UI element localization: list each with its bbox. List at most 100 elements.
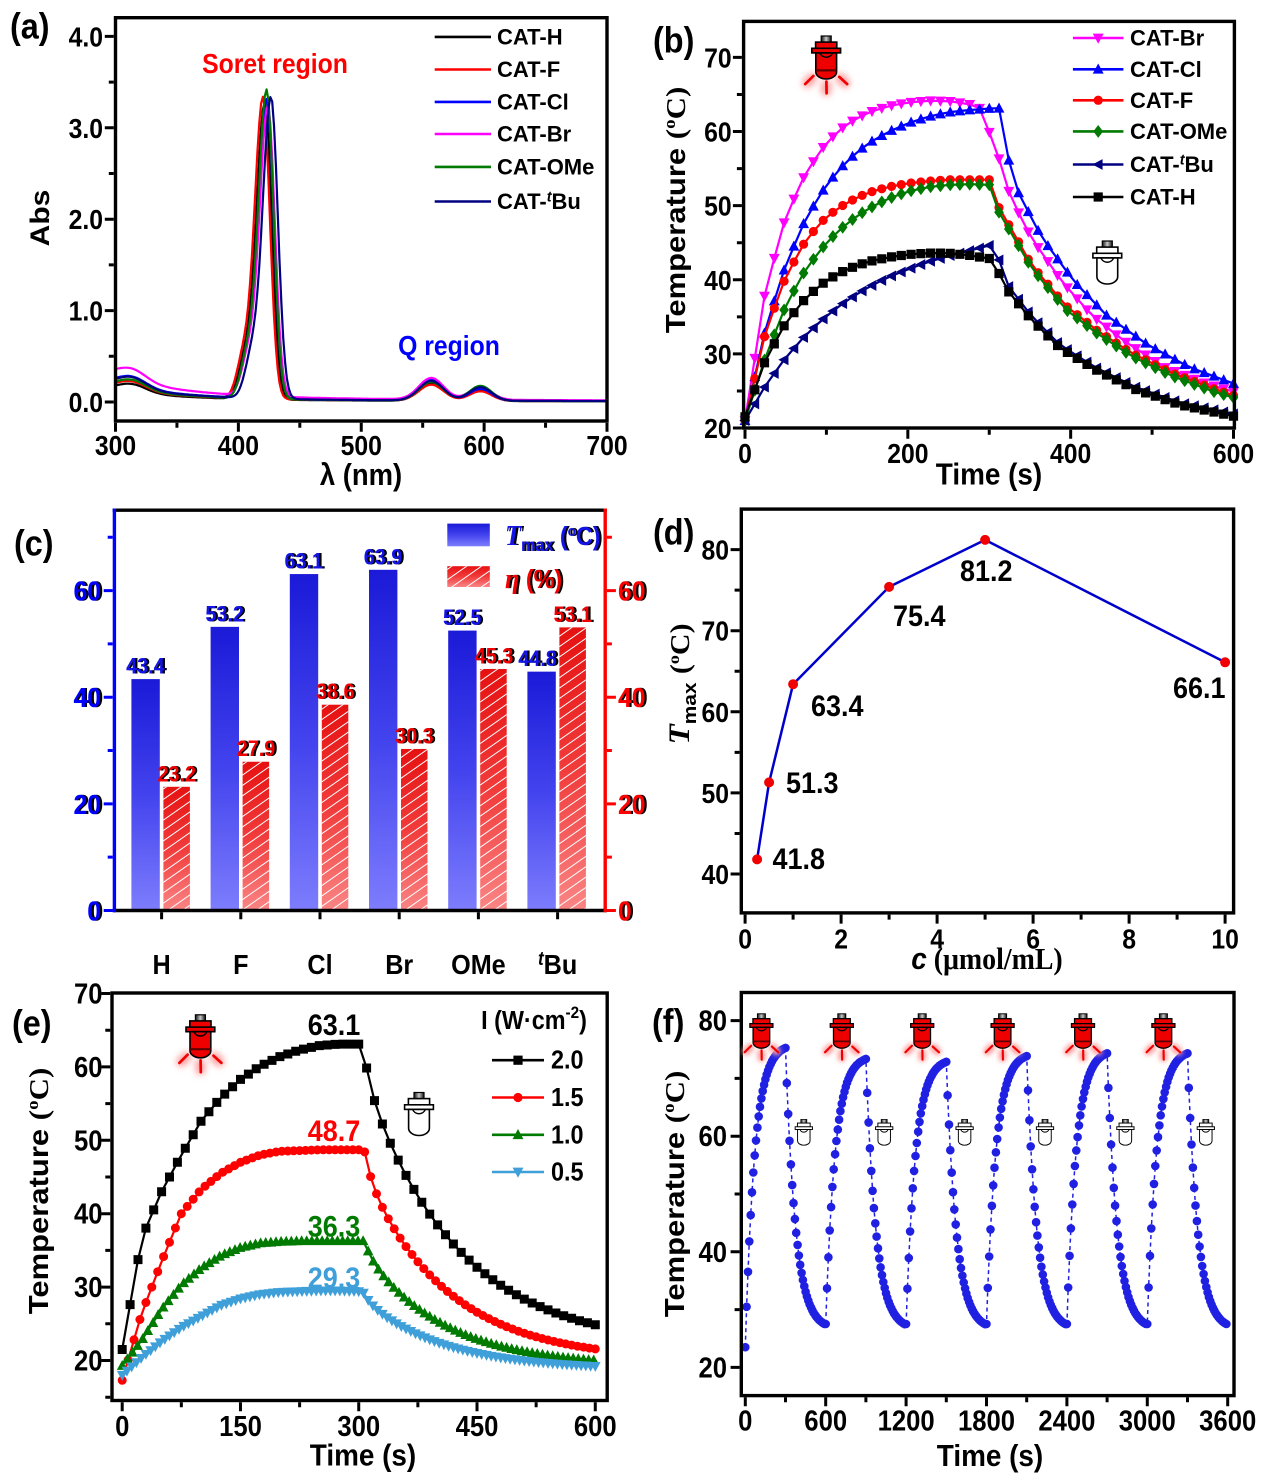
- svg-text:23.2: 23.2: [160, 762, 199, 786]
- svg-text:CAT-H: CAT-H: [1130, 185, 1196, 210]
- svg-text:500: 500: [341, 430, 382, 462]
- svg-text:Time (s): Time (s): [310, 1438, 416, 1473]
- svg-text:1800: 1800: [958, 1404, 1015, 1437]
- svg-text:44.8: 44.8: [518, 647, 557, 671]
- svg-text:44.8: 44.8: [520, 647, 559, 671]
- svg-text:0: 0: [115, 1410, 129, 1443]
- svg-text:F: F: [233, 949, 248, 981]
- svg-text:60: 60: [701, 697, 729, 729]
- svg-text:20: 20: [698, 1351, 727, 1384]
- svg-text:CAT-tBu: CAT-tBu: [1130, 152, 1214, 177]
- svg-text:400: 400: [1050, 438, 1091, 470]
- svg-text:53.1: 53.1: [554, 603, 593, 627]
- svg-text:Temperature (oC): Temperature (oC): [660, 87, 692, 334]
- svg-text:60: 60: [620, 575, 648, 607]
- svg-text:40: 40: [73, 682, 101, 714]
- svg-text:4: 4: [930, 923, 944, 955]
- svg-text:20: 20: [76, 789, 104, 821]
- svg-text:20: 20: [618, 789, 646, 821]
- svg-text:53.1: 53.1: [556, 603, 595, 627]
- svg-text:CAT-H: CAT-H: [497, 24, 563, 49]
- svg-text:27.9: 27.9: [239, 737, 278, 761]
- svg-text:36.3: 36.3: [308, 1210, 361, 1244]
- svg-text:6: 6: [1026, 923, 1040, 955]
- svg-text:0: 0: [738, 438, 752, 470]
- svg-text:CAT-tBu: CAT-tBu: [497, 189, 581, 214]
- svg-text:Time (s): Time (s): [937, 1439, 1043, 1474]
- svg-text:60: 60: [618, 575, 646, 607]
- svg-text:53.2: 53.2: [205, 602, 244, 626]
- svg-text:(b): (b): [653, 21, 694, 61]
- svg-text:40: 40: [698, 1236, 727, 1269]
- svg-text:4.0: 4.0: [69, 21, 103, 53]
- svg-text:(e): (e): [12, 1004, 52, 1044]
- svg-text:63.1: 63.1: [285, 550, 324, 574]
- svg-text:23.2: 23.2: [158, 762, 197, 786]
- svg-text:27.9: 27.9: [237, 737, 276, 761]
- svg-text:40: 40: [701, 859, 729, 891]
- svg-text:50: 50: [704, 190, 732, 222]
- svg-text:60: 60: [704, 116, 732, 148]
- svg-text:CAT-Br: CAT-Br: [1130, 26, 1205, 51]
- svg-text:(a): (a): [10, 7, 50, 47]
- svg-text:45.3: 45.3: [477, 645, 516, 669]
- svg-text:30: 30: [704, 339, 732, 371]
- svg-text:53.2: 53.2: [208, 602, 247, 626]
- svg-text:2.0: 2.0: [69, 204, 103, 236]
- svg-text:2.0: 2.0: [551, 1047, 584, 1075]
- svg-text:51.3: 51.3: [786, 767, 839, 801]
- svg-text:30: 30: [74, 1271, 103, 1304]
- svg-text:29.3: 29.3: [308, 1262, 361, 1296]
- svg-text:0: 0: [738, 1404, 752, 1437]
- svg-text:10: 10: [1211, 923, 1239, 955]
- svg-text:1.5: 1.5: [551, 1084, 584, 1112]
- svg-text:70: 70: [74, 977, 103, 1010]
- svg-text:600: 600: [804, 1404, 847, 1437]
- svg-text:3600: 3600: [1199, 1404, 1256, 1437]
- svg-text:Time (s): Time (s): [936, 457, 1042, 492]
- svg-text:63.1: 63.1: [287, 550, 326, 574]
- svg-text:20: 20: [620, 789, 648, 821]
- svg-text:Tmax (oC): Tmax (oC): [505, 519, 601, 555]
- svg-text:2400: 2400: [1038, 1404, 1095, 1437]
- svg-text:30.3: 30.3: [395, 725, 434, 749]
- svg-text:Soret region: Soret region: [202, 48, 348, 80]
- svg-text:63.1: 63.1: [308, 1009, 361, 1043]
- svg-text:0: 0: [620, 895, 634, 927]
- svg-text:8: 8: [1122, 923, 1136, 955]
- svg-text:0: 0: [618, 895, 632, 927]
- svg-text:λ (nm): λ (nm): [320, 459, 402, 493]
- svg-text:150: 150: [219, 1410, 262, 1443]
- svg-text:0: 0: [89, 895, 103, 927]
- svg-text:CAT-Cl: CAT-Cl: [1130, 57, 1202, 82]
- svg-text:Q region: Q region: [398, 330, 500, 362]
- svg-text:450: 450: [456, 1410, 499, 1443]
- svg-text:CAT-Cl: CAT-Cl: [497, 89, 569, 114]
- svg-text:60: 60: [74, 1051, 103, 1084]
- svg-text:52.5: 52.5: [443, 606, 482, 630]
- svg-text:80: 80: [701, 534, 729, 566]
- svg-text:38.6: 38.6: [316, 680, 355, 704]
- svg-text:41.8: 41.8: [773, 843, 826, 877]
- svg-text:CAT-F: CAT-F: [1130, 88, 1193, 113]
- svg-text:20: 20: [704, 413, 732, 445]
- svg-text:1.0: 1.0: [551, 1121, 584, 1149]
- svg-text:(d): (d): [653, 513, 694, 553]
- svg-text:70: 70: [704, 42, 732, 74]
- svg-text:0: 0: [738, 923, 752, 955]
- svg-text:48.7: 48.7: [308, 1115, 361, 1149]
- svg-text:1.0: 1.0: [69, 295, 103, 327]
- svg-text:200: 200: [887, 438, 928, 470]
- svg-text:40: 40: [704, 265, 732, 297]
- svg-text:40: 40: [76, 682, 104, 714]
- svg-text:81.2: 81.2: [960, 555, 1013, 589]
- svg-text:75.4: 75.4: [893, 600, 946, 634]
- svg-text:60: 60: [698, 1120, 727, 1153]
- svg-text:0.0: 0.0: [69, 387, 103, 419]
- svg-text:c (μmol/mL): c (μmol/mL): [911, 942, 1062, 977]
- svg-text:60: 60: [73, 575, 101, 607]
- svg-text:(f): (f): [652, 1003, 684, 1043]
- svg-text:CAT-F: CAT-F: [497, 57, 560, 82]
- svg-text:45.3: 45.3: [475, 645, 514, 669]
- svg-text:20: 20: [74, 1344, 103, 1377]
